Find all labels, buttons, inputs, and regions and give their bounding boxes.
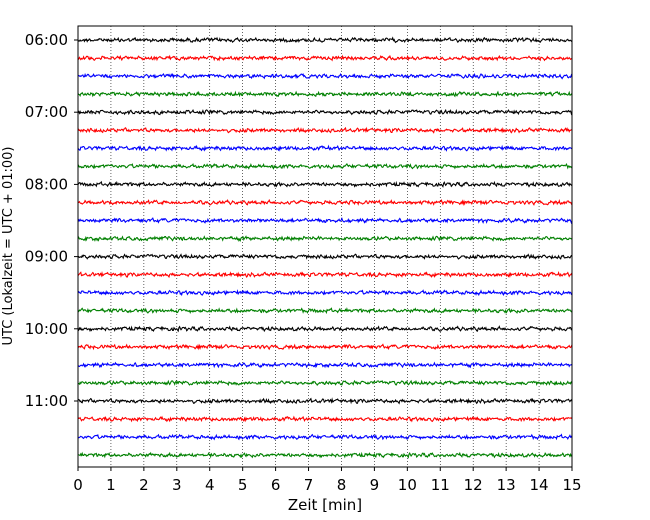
trace-20: [77, 397, 573, 405]
trace-3: [77, 90, 573, 98]
trace-10: [77, 217, 573, 225]
x-tick-label-14: 14: [530, 476, 549, 494]
trace-8: [77, 180, 573, 188]
y-axis: 06:00 07:00 08:00 09:00 10:00 11:00: [25, 31, 78, 410]
x-tick-label-15: 15: [562, 476, 581, 494]
x-tick-label-8: 8: [337, 476, 347, 494]
trace-1: [77, 54, 573, 62]
x-tick-label-7: 7: [304, 476, 314, 494]
trace-21: [77, 415, 573, 423]
x-tick-label-1: 1: [106, 476, 116, 494]
trace-group: [77, 36, 573, 459]
x-tick-label-3: 3: [172, 476, 182, 494]
plot-frame: [77, 25, 573, 468]
x-tick-label-12: 12: [464, 476, 483, 494]
x-tick-label-11: 11: [431, 476, 450, 494]
trace-0: [77, 36, 573, 44]
y-tick-label-07:00: 07:00: [25, 103, 68, 121]
trace-5: [77, 126, 573, 134]
x-axis: 0 1 2 3 4 5 6 7 8 9 10 11 12 13 14 15: [73, 467, 582, 494]
y-tick-label-10:00: 10:00: [25, 320, 68, 338]
trace-14: [77, 289, 573, 297]
trace-23: [77, 451, 573, 459]
trace-12: [77, 253, 572, 260]
trace-4: [77, 108, 573, 116]
trace-11: [77, 235, 573, 243]
trace-18: [77, 361, 573, 369]
trace-16: [77, 325, 573, 333]
trace-22: [77, 433, 573, 441]
x-tick-label-2: 2: [139, 476, 149, 494]
trace-2: [77, 72, 573, 80]
x-tick-label-13: 13: [497, 476, 516, 494]
x-tick-label-4: 4: [205, 476, 215, 494]
trace-15: [77, 307, 573, 315]
plot-background: [78, 26, 572, 467]
x-tick-label-10: 10: [398, 476, 417, 494]
trace-6: [77, 144, 573, 152]
trace-7: [77, 162, 573, 170]
trace-13: [77, 270, 573, 279]
trace-19: [78, 379, 573, 387]
x-tick-label-0: 0: [73, 476, 83, 494]
x-tick-label-6: 6: [271, 476, 281, 494]
x-axis-label: Zeit [min]: [288, 496, 362, 514]
y-tick-label-06:00: 06:00: [25, 31, 68, 49]
y-tick-label-09:00: 09:00: [25, 248, 68, 266]
x-tick-label-5: 5: [238, 476, 248, 494]
trace-9: [77, 198, 573, 207]
x-tick-label-9: 9: [370, 476, 380, 494]
y-axis-label: UTC (Lokalzeit = UTC + 01:00): [1, 147, 16, 346]
y-tick-label-08:00: 08:00: [25, 175, 68, 193]
y-tick-label-11:00: 11:00: [25, 392, 68, 410]
trace-17: [77, 343, 573, 351]
